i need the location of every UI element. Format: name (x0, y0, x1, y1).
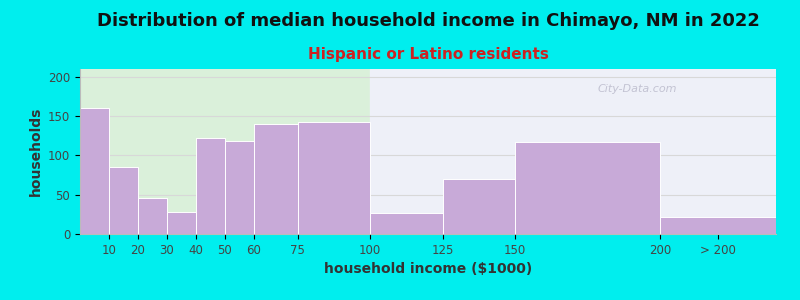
Bar (225, 141, 254, 234)
Bar (138, 198, 167, 234)
Y-axis label: households: households (29, 107, 42, 196)
Text: City-Data.com: City-Data.com (597, 84, 677, 94)
Bar (80, 108, 109, 234)
X-axis label: household income ($1000): household income ($1000) (324, 262, 532, 276)
Bar (196, 138, 225, 234)
Bar (80, 69, 370, 234)
Bar (515, 142, 660, 234)
Bar (167, 212, 196, 234)
Text: Distribution of median household income in Chimayo, NM in 2022: Distribution of median household income … (97, 12, 759, 30)
Bar (109, 167, 138, 234)
Bar (370, 69, 776, 234)
Bar (660, 217, 776, 234)
Text: Hispanic or Latino residents: Hispanic or Latino residents (307, 46, 549, 62)
Bar (254, 124, 298, 234)
Bar (298, 122, 370, 234)
Bar (442, 179, 515, 234)
Bar (370, 213, 442, 234)
